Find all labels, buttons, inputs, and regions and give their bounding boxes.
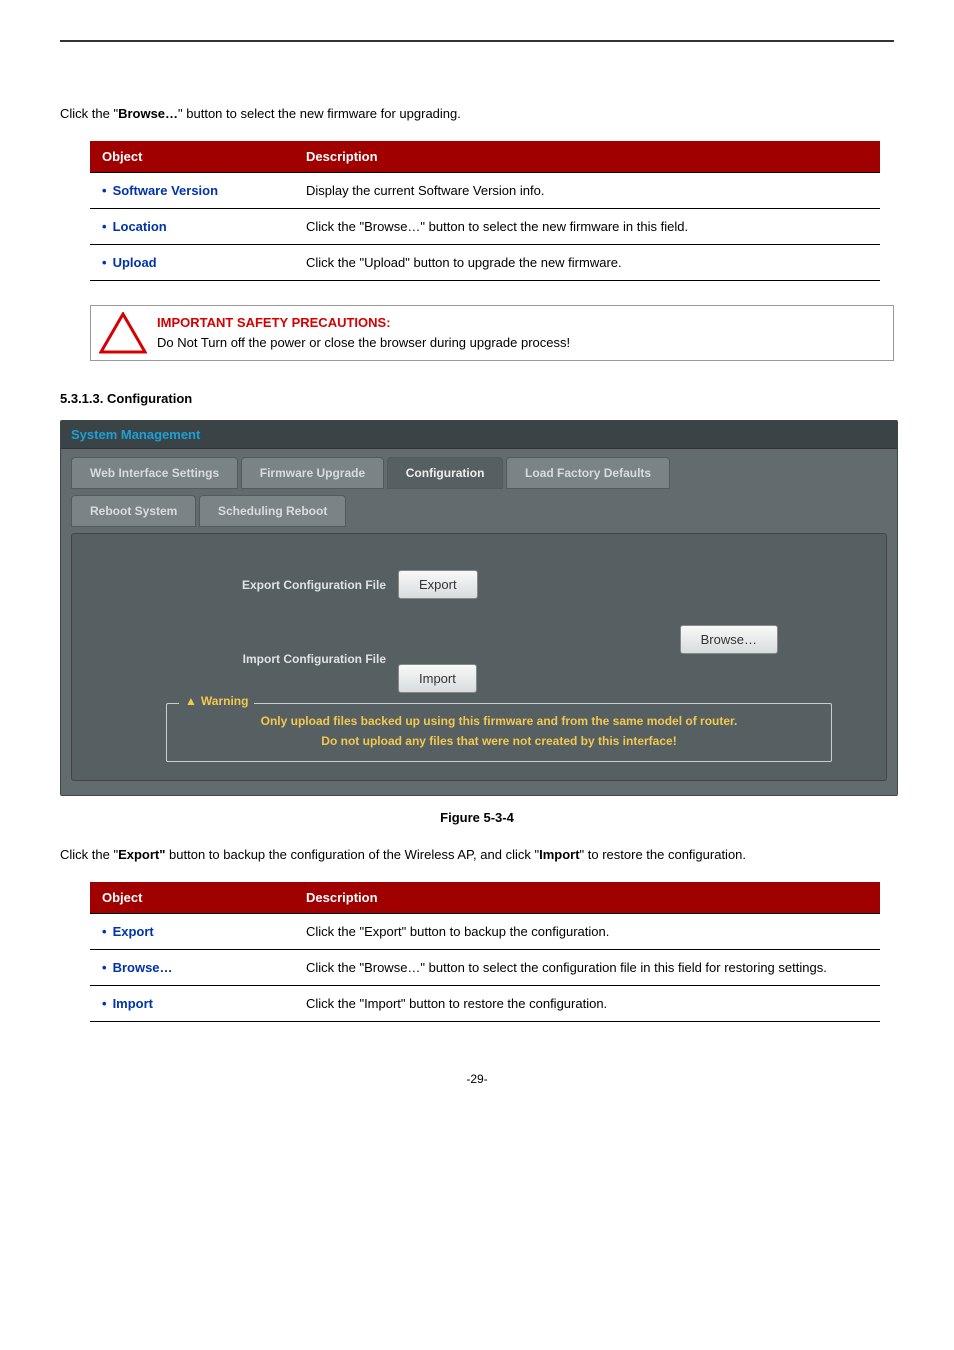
warning-legend-text: Warning [201,694,249,708]
col-description: Description [294,141,880,173]
bullet-icon: • [102,924,107,939]
tab-scheduling-reboot[interactable]: Scheduling Reboot [199,495,346,527]
text-bold: Export" [118,847,165,862]
obj-label: Software Version [113,183,218,198]
warning-legend: ▲ Warning [179,694,254,708]
text-frag: Click the " [60,847,118,862]
tab-web-interface-settings[interactable]: Web Interface Settings [71,457,238,489]
table-row: • Browse… Click the "Browse…" button to s… [90,950,880,986]
config-table: Object Description • Export Click the "Ex… [90,882,880,1022]
warning-line-2: Do not upload any files that were not cr… [321,734,676,748]
obj-desc: Click the "Browse…" button to select the… [294,950,880,986]
obj-label: Upload [113,255,157,270]
warning-triangle-icon [99,312,147,354]
obj-label: Export [113,924,154,939]
tabs-row-1: Web Interface Settings Firmware Upgrade … [71,457,887,489]
bullet-icon: • [102,219,107,234]
tab-configuration[interactable]: Configuration [387,457,504,489]
table-header-row: Object Description [90,882,880,914]
import-label: Import Configuration File [96,652,398,666]
obj-label: Import [113,996,153,1011]
obj-desc: Click the "Upload" button to upgrade the… [294,245,880,281]
page-number: -29- [60,1072,894,1086]
col-object: Object [90,141,294,173]
import-button[interactable]: Import [398,664,477,693]
callout-text: IMPORTANT SAFETY PRECAUTIONS: Do Not Tur… [157,313,570,355]
text-frag: Click the " [60,106,118,121]
table-row: • Upload Click the "Upload" button to upg… [90,245,880,281]
section-number: 5.3.1.3. [60,391,103,406]
warning-line-1: Only upload files backed up using this f… [261,714,738,728]
document-page: Click the "Browse…" button to select the… [0,0,954,1126]
bullet-icon: • [102,183,107,198]
obj-desc: Display the current Software Version inf… [294,173,880,209]
table-row: • Location Click the "Browse…" button to … [90,209,880,245]
warning-box: ▲Warning Only upload files backed up usi… [166,703,832,761]
export-row: Export Configuration File Export [96,570,862,599]
tabs-row-2: Reboot System Scheduling Reboot [71,495,887,527]
browse-button[interactable]: Browse… [680,625,778,654]
text-frag: " to restore the configuration. [580,847,747,862]
obj-desc: Click the "Browse…" button to select the… [294,209,880,245]
bullet-icon: • [102,255,107,270]
panel-title: System Management [61,421,897,448]
table-row: • Import Click the "Import" button to res… [90,986,880,1022]
config-form-area: Export Configuration File Export Import … [71,533,887,780]
system-management-panel: System Management Web Interface Settings… [60,420,898,795]
obj-label: Browse… [113,960,173,975]
callout-body: Do Not Turn off the power or close the b… [157,333,570,354]
section-title: Configuration [107,391,192,406]
warning-body: Only upload files backed up using this f… [179,712,819,750]
export-button[interactable]: Export [398,570,478,599]
import-row: Import Configuration File Browse… Import [96,625,862,693]
obj-desc: Click the "Export" button to backup the … [294,914,880,950]
intro-config-text: Click the "Export" button to backup the … [60,843,894,866]
text-bold: Import [539,847,579,862]
bullet-icon: • [102,960,107,975]
bullet-icon: • [102,996,107,1011]
export-label: Export Configuration File [96,578,398,592]
text-frag: button to backup the configuration of th… [165,847,539,862]
text-bold: Browse… [118,106,178,121]
tab-reboot-system[interactable]: Reboot System [71,495,196,527]
panel-body: Web Interface Settings Firmware Upgrade … [61,448,897,794]
intro-firmware-text: Click the "Browse…" button to select the… [60,102,894,125]
section-heading: 5.3.1.3. Configuration [60,391,894,406]
tab-load-factory-defaults[interactable]: Load Factory Defaults [506,457,670,489]
col-object: Object [90,882,294,914]
obj-desc: Click the "Import" button to restore the… [294,986,880,1022]
col-description: Description [294,882,880,914]
figure-caption: Figure 5-3-4 [60,810,894,825]
warning-icon: ▲ [185,694,197,708]
text-frag: " button to select the new firmware for … [178,106,461,121]
table-row: • Software Version Display the current So… [90,173,880,209]
table-header-row: Object Description [90,141,880,173]
table-row: • Export Click the "Export" button to bac… [90,914,880,950]
top-rule [60,40,894,42]
firmware-table: Object Description • Software Version Dis… [90,141,880,281]
callout-header: IMPORTANT SAFETY PRECAUTIONS: [157,313,570,334]
obj-label: Location [113,219,167,234]
safety-callout: IMPORTANT SAFETY PRECAUTIONS: Do Not Tur… [90,305,894,361]
tab-firmware-upgrade[interactable]: Firmware Upgrade [241,457,384,489]
